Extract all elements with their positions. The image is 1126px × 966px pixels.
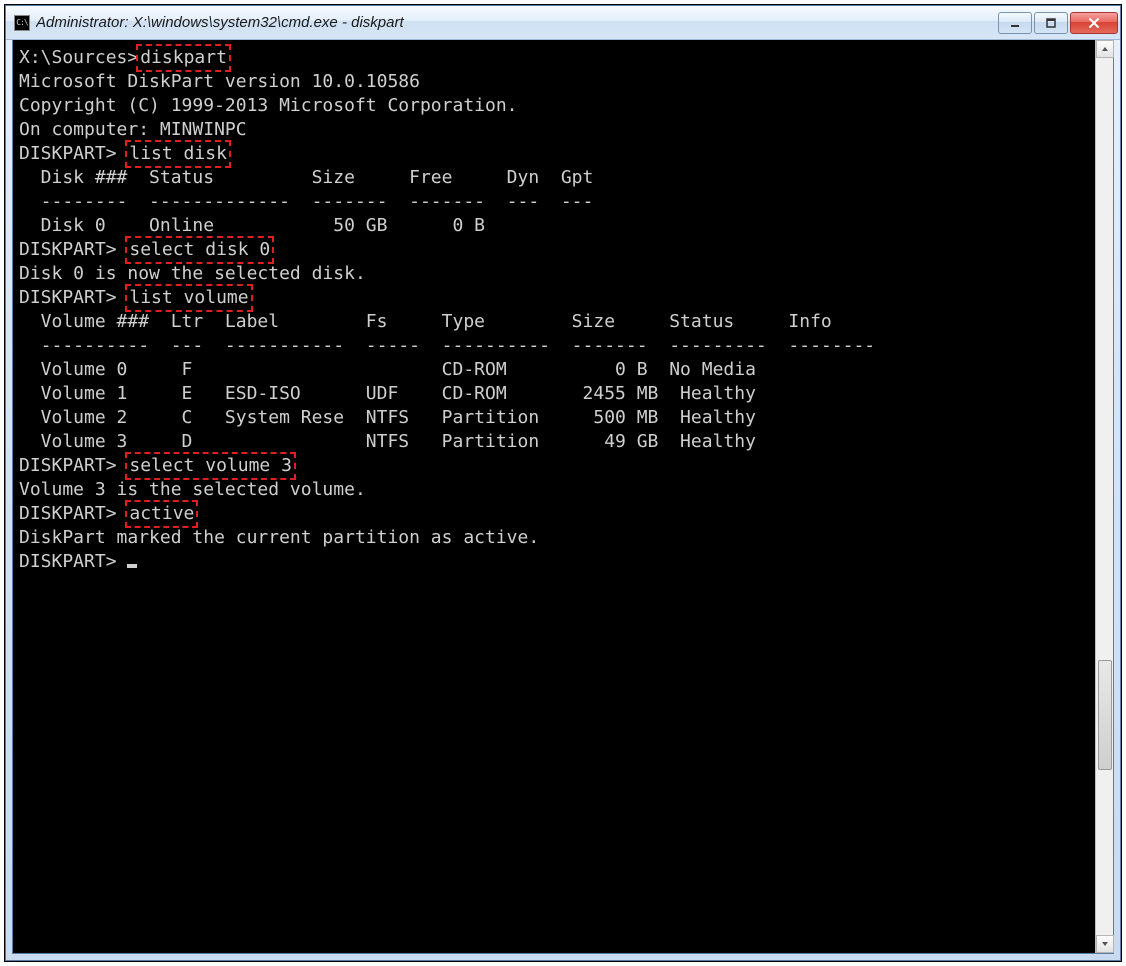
prompt: X:\Sources> <box>19 47 138 68</box>
terminal-line: DISKPART> list disk <box>19 142 1091 166</box>
prompt: DISKPART> <box>19 455 127 476</box>
highlighted-command: list disk <box>125 140 231 168</box>
terminal-line: Volume 3 D NTFS Partition 49 GB Healthy <box>19 430 1091 454</box>
highlighted-command: list volume <box>125 284 252 312</box>
terminal-output[interactable]: X:\Sources>diskpartMicrosoft DiskPart ve… <box>13 40 1095 953</box>
terminal-line: Volume 3 is the selected volume. <box>19 478 1091 502</box>
highlighted-command: diskpart <box>136 44 231 72</box>
highlighted-command: select volume 3 <box>125 452 296 480</box>
cursor <box>127 564 137 568</box>
highlighted-command: active <box>125 500 198 528</box>
vertical-scrollbar[interactable] <box>1095 40 1113 953</box>
prompt: DISKPART> <box>19 143 127 164</box>
prompt: DISKPART> <box>19 287 127 308</box>
terminal-line: DISKPART> list volume <box>19 286 1091 310</box>
terminal-line: Volume 1 E ESD-ISO UDF CD-ROM 2455 MB He… <box>19 382 1091 406</box>
window-controls <box>998 12 1118 34</box>
close-icon <box>1087 17 1101 29</box>
terminal-line: DiskPart marked the current partition as… <box>19 526 1091 550</box>
client-area: X:\Sources>diskpartMicrosoft DiskPart ve… <box>12 40 1114 954</box>
prompt: DISKPART> <box>19 503 127 524</box>
terminal-line: ---------- --- ----------- ----- -------… <box>19 334 1091 358</box>
terminal-line: DISKPART> active <box>19 502 1091 526</box>
terminal-line: Volume ### Ltr Label Fs Type Size Status… <box>19 310 1091 334</box>
maximize-icon <box>1045 17 1057 29</box>
terminal-line: Copyright (C) 1999-2013 Microsoft Corpor… <box>19 94 1091 118</box>
terminal-line: Volume 0 F CD-ROM 0 B No Media <box>19 358 1091 382</box>
terminal-line: Volume 2 C System Rese NTFS Partition 50… <box>19 406 1091 430</box>
maximize-button[interactable] <box>1034 12 1068 34</box>
titlebar[interactable]: C:\ Administrator: X:\windows\system32\c… <box>6 6 1120 40</box>
cmd-icon: C:\ <box>14 15 30 31</box>
scroll-down-button[interactable] <box>1096 935 1114 953</box>
chevron-up-icon <box>1101 45 1109 53</box>
terminal-line: X:\Sources>diskpart <box>19 46 1091 70</box>
terminal-line: DISKPART> select volume 3 <box>19 454 1091 478</box>
terminal-line: Disk 0 Online 50 GB 0 B <box>19 214 1091 238</box>
window-title: Administrator: X:\windows\system32\cmd.e… <box>36 14 998 31</box>
terminal-line: DISKPART> <box>19 550 1091 574</box>
highlighted-command: select disk 0 <box>125 236 274 264</box>
cmd-window: C:\ Administrator: X:\windows\system32\c… <box>5 5 1121 961</box>
minimize-button[interactable] <box>998 12 1032 34</box>
terminal-line: Disk 0 is now the selected disk. <box>19 262 1091 286</box>
chevron-down-icon <box>1101 940 1109 948</box>
terminal-line: Disk ### Status Size Free Dyn Gpt <box>19 166 1091 190</box>
close-button[interactable] <box>1070 12 1118 34</box>
terminal-line: On computer: MINWINPC <box>19 118 1091 142</box>
scroll-up-button[interactable] <box>1096 40 1114 58</box>
terminal-line: -------- ------------- ------- ------- -… <box>19 190 1091 214</box>
prompt: DISKPART> <box>19 551 127 572</box>
minimize-icon <box>1009 17 1021 29</box>
prompt: DISKPART> <box>19 239 127 260</box>
terminal-line: DISKPART> select disk 0 <box>19 238 1091 262</box>
terminal-line: Microsoft DiskPart version 10.0.10586 <box>19 70 1091 94</box>
scrollbar-thumb[interactable] <box>1098 660 1112 770</box>
